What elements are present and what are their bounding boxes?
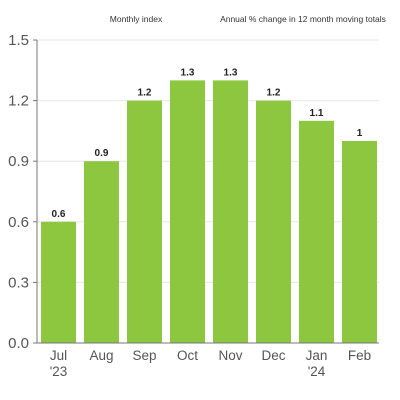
x-tick-label: Aug (89, 348, 113, 363)
bar (256, 100, 291, 343)
data-label: 0.6 (52, 209, 66, 220)
x-tick-label: Dec (261, 348, 285, 363)
data-label: 1.3 (224, 67, 238, 78)
x-tick-label: Jul (50, 348, 67, 363)
y-tick-label: 0.3 (8, 274, 29, 291)
bar (127, 100, 162, 343)
x-tick-label: '24 (308, 364, 326, 379)
y-tick-label: 0.6 (8, 214, 29, 231)
y-tick-label: 0.0 (8, 335, 29, 352)
header-left-label: Monthly index (110, 14, 163, 24)
bar (342, 141, 377, 343)
data-label: 1 (357, 128, 363, 139)
y-tick-label: 1.5 (8, 32, 29, 49)
x-tick-label: Jan (306, 348, 328, 363)
bar (170, 80, 205, 344)
y-axis: 0.0 0.3 0.6 0.9 1.2 1.5 (8, 32, 38, 352)
data-label: 1.2 (138, 88, 152, 99)
data-label: 1.2 (267, 88, 281, 99)
bar (299, 120, 334, 343)
x-axis: Jul'23 Aug Sep Oct Nov Dec Jan'24 Feb (37, 342, 379, 379)
x-tick-label: Nov (218, 348, 242, 363)
data-labels: 0.6 0.9 1.2 1.3 1.3 1.2 1.1 1 (52, 67, 363, 219)
data-label: 0.9 (95, 148, 109, 159)
x-tick-label: Feb (348, 348, 371, 363)
y-tick-label: 0.9 (8, 153, 29, 170)
y-tick-label: 1.2 (8, 93, 29, 110)
data-label: 1.3 (181, 67, 195, 78)
bar (84, 161, 119, 343)
bar (213, 80, 248, 344)
bar (41, 221, 76, 343)
x-tick-label: '23 (50, 364, 68, 379)
data-label: 1.1 (310, 108, 324, 119)
x-tick-label: Sep (132, 348, 156, 363)
bars (41, 80, 377, 344)
x-tick-label: Oct (177, 348, 198, 363)
header-right-label: Annual % change in 12 month moving total… (220, 14, 386, 24)
